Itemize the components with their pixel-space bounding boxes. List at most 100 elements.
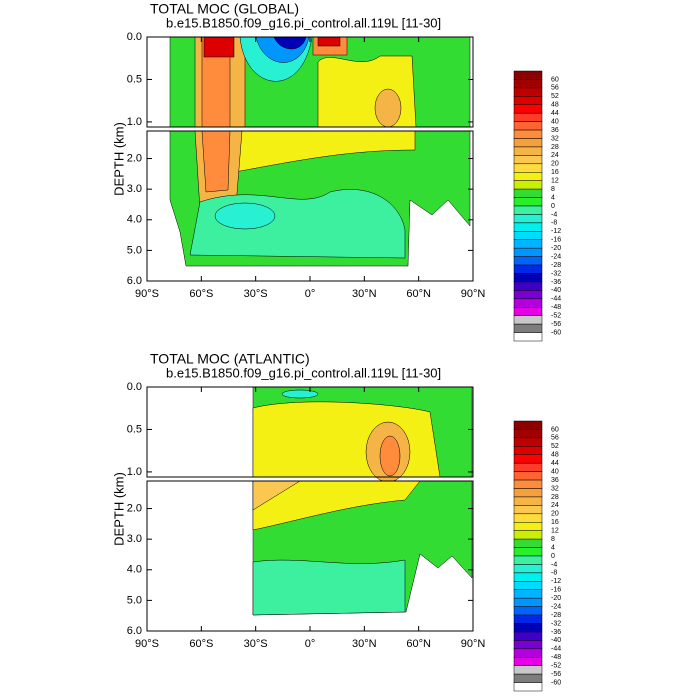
colorbar-box	[513, 129, 543, 139]
chart-subtitle: b.e15.B1850.f09_g16.pi_control.all.119L …	[166, 365, 441, 380]
colorbar-box	[513, 420, 543, 430]
colorbar-box	[513, 488, 543, 498]
colorbar-box	[513, 513, 543, 523]
x-tick-label: 90°S	[135, 638, 159, 650]
colorbar-label: -24	[551, 603, 561, 610]
x-tick-label: 60°N	[406, 638, 431, 650]
colorbar-box	[513, 104, 543, 114]
colorbar-label: 16	[551, 169, 559, 176]
x-tick-label: 90°N	[461, 638, 486, 650]
colorbar-label: -28	[551, 612, 561, 619]
colorbar-label: -4	[551, 561, 557, 568]
colorbar-label: -56	[551, 671, 561, 678]
y-tick-label: 4.0	[127, 214, 142, 226]
colorbar-box	[513, 87, 543, 97]
colorbar-label: -28	[551, 262, 561, 269]
x-tick-label: 90°S	[135, 288, 159, 300]
colorbar-box	[513, 547, 543, 557]
y-tick-label: 0.0	[127, 381, 142, 393]
colorbar-label: -48	[551, 304, 561, 311]
y-tick-label: 4.0	[127, 564, 142, 576]
colorbar-label: 8	[551, 536, 555, 543]
colorbar-label: -32	[551, 620, 561, 627]
colorbar-box	[513, 462, 543, 472]
colorbar-label: 52	[551, 93, 559, 100]
contour-field	[252, 386, 473, 616]
colorbar-box	[513, 429, 543, 439]
colorbar-box	[513, 454, 543, 464]
colorbar-label: 28	[551, 144, 559, 151]
colorbar-box	[513, 138, 543, 148]
colorbar-label: -8	[551, 570, 557, 577]
contour-field	[169, 36, 471, 267]
colorbar-label: 24	[551, 502, 559, 509]
colorbar-label: 12	[551, 528, 559, 535]
colorbar-label: -48	[551, 654, 561, 661]
colorbar-label: 36	[551, 127, 559, 134]
colorbar-label: 56	[551, 435, 559, 442]
colorbar-box	[513, 555, 543, 565]
colorbar-label: 44	[551, 110, 559, 117]
colorbar-box	[513, 315, 543, 325]
colorbar-box	[513, 180, 543, 190]
colorbar-box	[513, 172, 543, 181]
colorbar-label: -20	[551, 595, 561, 602]
colorbar-label: -40	[551, 287, 561, 294]
x-tick-label: 0°	[305, 288, 316, 300]
colorbar-label: 36	[551, 477, 559, 484]
y-tick-label: 5.0	[127, 244, 142, 256]
colorbar-label: 40	[551, 118, 559, 125]
colorbar-label: 60	[551, 76, 559, 83]
y-tick-label: 3.0	[127, 183, 142, 195]
colorbar-label: -52	[551, 313, 561, 320]
colorbar-box	[513, 538, 543, 548]
colorbar-label: 8	[551, 186, 555, 193]
colorbar-box	[513, 631, 543, 641]
colorbar-label: 56	[551, 85, 559, 92]
colorbar-box	[513, 231, 543, 240]
y-tick-label: 1.0	[127, 466, 142, 478]
y-tick-label: 2.0	[127, 152, 142, 164]
y-tick-label: 5.0	[127, 594, 142, 606]
y-tick-label: 0.0	[127, 31, 142, 43]
colorbar-label: 32	[551, 135, 559, 142]
y-tick-label: 0.5	[127, 73, 142, 85]
colorbar-label: -36	[551, 279, 561, 286]
colorbar-label: -16	[551, 587, 561, 594]
colorbar-label: -60	[551, 329, 561, 336]
colorbar-label: 24	[551, 152, 559, 159]
colorbar-box	[513, 264, 543, 274]
y-axis-label: DEPTH (km)	[111, 122, 126, 196]
x-tick-label: 60°S	[189, 288, 213, 300]
colorbar-label: -36	[551, 629, 561, 636]
colorbar-label: 4	[551, 544, 555, 551]
colorbar-box	[513, 214, 543, 224]
colorbar-box	[513, 290, 543, 300]
y-tick-label: 6.0	[127, 275, 142, 287]
colorbar-box	[513, 239, 543, 249]
colorbar-label: 44	[551, 460, 559, 467]
colorbar-box	[513, 648, 543, 658]
colorbar-box	[513, 530, 543, 540]
colorbar-box	[513, 623, 543, 633]
colorbar-label: -44	[551, 646, 561, 653]
colorbar-box	[513, 479, 543, 489]
colorbar-label: 40	[551, 468, 559, 475]
colorbar-box	[513, 323, 543, 333]
colorbar-label: 20	[551, 511, 559, 518]
colorbar-box	[513, 665, 543, 675]
colorbar-box	[513, 96, 543, 105]
colorbar-label: 60	[551, 426, 559, 433]
colorbar-box	[513, 163, 543, 173]
colorbar-label: -60	[551, 679, 561, 686]
colorbar-box	[513, 146, 543, 156]
x-tick-label: 30°S	[244, 638, 268, 650]
colorbar-label: -44	[551, 296, 561, 303]
colorbar-label: 20	[551, 161, 559, 168]
colorbar-label: 0	[551, 203, 555, 210]
colorbar-box	[513, 522, 543, 531]
colorbar-label: -32	[551, 270, 561, 277]
x-tick-label: 30°S	[244, 288, 268, 300]
colorbar-box	[513, 307, 543, 316]
